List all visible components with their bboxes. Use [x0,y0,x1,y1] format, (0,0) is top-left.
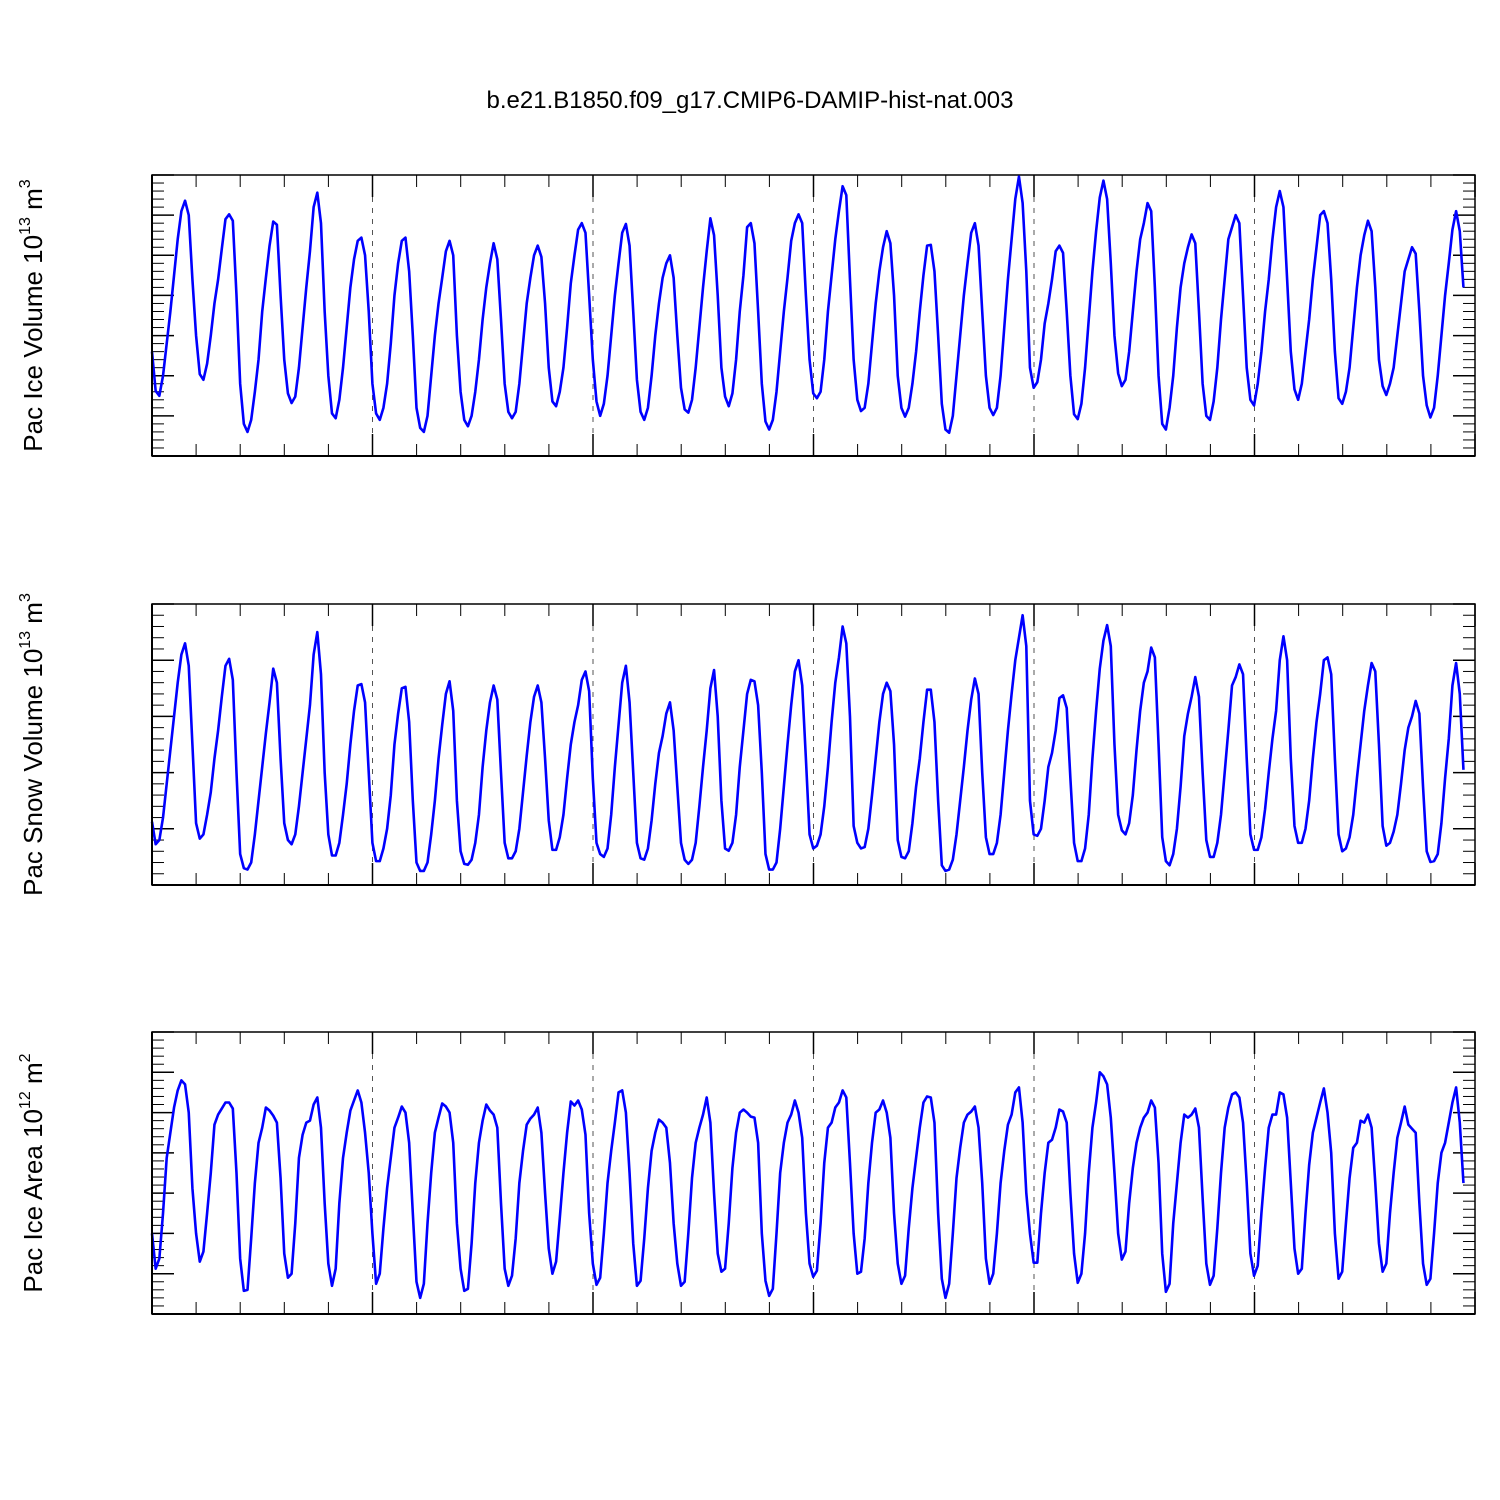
series-line [150,613,1465,873]
y-axis-label-unit-exponent: 2 [17,1053,34,1062]
panel-ice-volume: Pac Ice Volume 1013 m3 [17,174,1476,457]
y-axis-label-exponent: 13 [17,217,34,235]
y-axis-label-unit-exponent: 3 [17,593,34,602]
series-line [150,1070,1465,1300]
y-axis-label-text: Pac Ice Area 10 [18,1109,48,1293]
y-axis-label-text: Pac Ice Volume 10 [18,235,48,452]
y-axis-label-unit-exponent: 3 [17,179,34,188]
figure-title: b.e21.B1850.f09_g17.CMIP6-DAMIP-hist-nat… [487,87,1014,114]
panel-ice-area: Pac Ice Area 1012 m2 [17,1031,1476,1315]
series-line [150,175,1465,435]
y-axis-label-exponent: 13 [17,631,34,649]
y-axis-label-unit: m [18,1062,48,1091]
y-axis-label: Pac Ice Area 1012 m2 [17,1053,48,1292]
y-axis-label-unit: m [18,602,48,631]
y-axis-label-exponent: 12 [17,1091,34,1109]
y-axis-label: Pac Snow Volume 1013 m3 [17,593,48,896]
y-axis-label: Pac Ice Volume 1013 m3 [17,179,48,452]
panel-snow-volume: Pac Snow Volume 1013 m3 [17,593,1476,896]
y-axis-label-text: Pac Snow Volume 10 [18,649,48,896]
y-axis-label-unit: m [18,188,48,217]
